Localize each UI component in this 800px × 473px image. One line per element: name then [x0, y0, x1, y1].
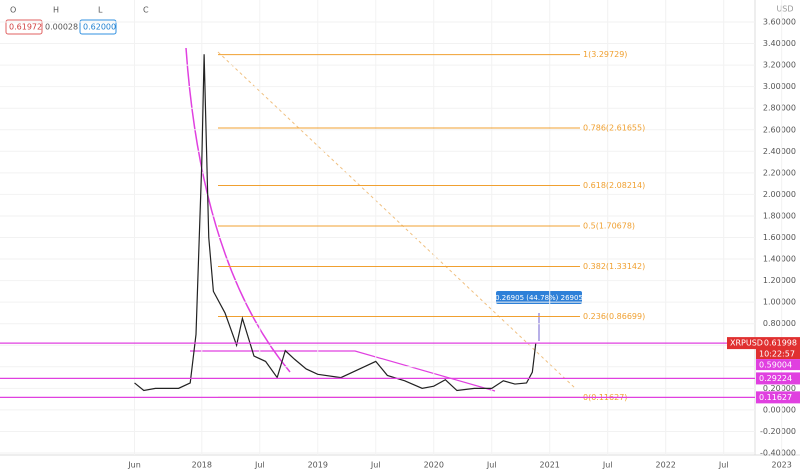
y-tick-label: 3.00000	[763, 82, 796, 91]
x-tick-label: Jul	[254, 461, 265, 470]
price-tag	[756, 359, 800, 371]
fib-label: 0.618(2.08214)	[583, 181, 645, 190]
fib-label: 1(3.29729)	[583, 50, 627, 59]
y-tick-label: 1.20000	[763, 276, 796, 285]
measure-box	[496, 291, 582, 304]
fib-label: 0.5(1.70678)	[583, 221, 635, 230]
trend-line	[190, 350, 496, 392]
y-tick-label: -0.40000	[760, 449, 796, 458]
box-text: 0.61972	[9, 23, 42, 32]
y-tick-label: 0.20000	[763, 384, 796, 393]
y-tick-label: 3.40000	[763, 39, 796, 48]
price-tag	[756, 391, 800, 404]
price-tag-text: 0.59004	[759, 361, 792, 370]
y-tick-label: 2.00000	[763, 190, 796, 199]
symbol-tag	[727, 337, 800, 350]
price-tag	[756, 372, 800, 385]
y-tick-label: 2.60000	[763, 125, 796, 134]
x-tick-label: Jul	[718, 461, 729, 470]
y-tick-label: 1.60000	[763, 233, 796, 242]
y-tick-label: 2.20000	[763, 168, 796, 177]
trend-curve	[185, 47, 291, 373]
x-tick-label: 2022	[656, 461, 676, 470]
fib-diagonal	[217, 51, 576, 389]
x-tick-label: 2020	[424, 461, 444, 470]
h-label: H	[53, 6, 59, 15]
measure-label: 0.26905 (44.78%) 26905	[495, 294, 583, 302]
x-tick-label: Jul	[602, 461, 613, 470]
y-tick-label: 1.80000	[763, 211, 796, 220]
y-tick-label: 1.00000	[763, 298, 796, 307]
x-tick-label: Jul	[370, 461, 381, 470]
fib-label: 0.786(2.61655)	[583, 123, 645, 132]
box	[79, 19, 117, 35]
y-tick-label: 2.80000	[763, 104, 796, 113]
price-tag-text: 0.29224	[759, 374, 792, 383]
box-text: 0.62000	[83, 23, 116, 32]
y-tick-label: 1.40000	[763, 255, 796, 264]
fib-label: 0.236(0.86699)	[583, 312, 645, 321]
price-line	[134, 54, 537, 392]
x-tick-label: 2023	[771, 461, 791, 470]
y-tick-label: 0.00000	[763, 405, 796, 414]
x-tick-label: 2018	[192, 461, 212, 470]
fib-label: 0.382(1.33142)	[583, 262, 645, 271]
box-text: 0.00028	[45, 23, 78, 32]
y-tick-label: 0.80000	[763, 319, 796, 328]
o-label: O	[10, 6, 16, 15]
price-tag-text: 0.11627	[759, 393, 792, 402]
symbol-text: XRPUSD	[730, 339, 763, 348]
y-tick-label: -0.20000	[760, 427, 796, 436]
x-tick-label: Jul	[486, 461, 497, 470]
x-tick-label: 2019	[308, 461, 328, 470]
c-label: C	[143, 6, 149, 15]
y-tick-label: 3.20000	[763, 61, 796, 70]
box	[5, 19, 43, 35]
y-tick-label: 2.40000	[763, 147, 796, 156]
currency: USD	[776, 5, 793, 14]
price-tag-text: 0.61998	[764, 339, 797, 348]
x-tick-label: 2021	[540, 461, 560, 470]
countdown-tag	[756, 348, 800, 360]
countdown-text: 10:22:57	[759, 350, 795, 359]
y-tick-label: 3.60000	[763, 18, 796, 27]
x-tick-label: Jun	[127, 461, 141, 470]
l-label: L	[98, 6, 103, 15]
